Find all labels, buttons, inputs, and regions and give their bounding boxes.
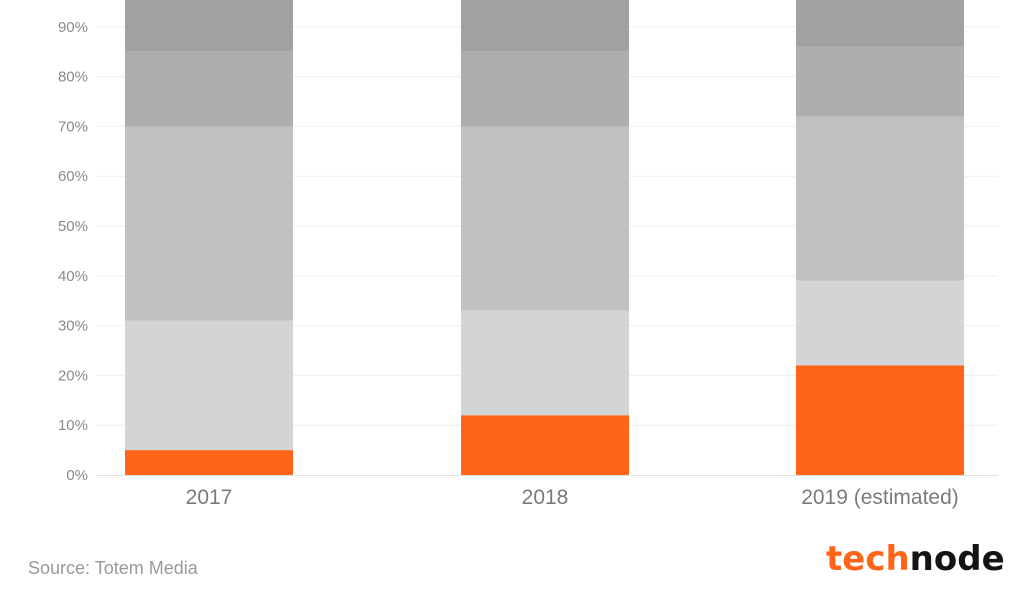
axes: 0% 10% 20% 30% 40% 50% 60% 70% 80% 90% 2017 2018 201… [58, 19, 998, 509]
y-tick-label: 0% [66, 467, 88, 484]
x-category-label: 2018 [522, 486, 569, 509]
logo-text-tech: tech [826, 539, 910, 579]
bars [125, 0, 964, 475]
source-note: Source: Totem Media [28, 558, 198, 578]
technode-logo: technode [826, 542, 1005, 576]
bar-segment-0-1 [125, 320, 293, 451]
bar-segment-2-1 [796, 280, 964, 366]
y-tick-label: 60% [58, 168, 88, 185]
y-tick-label: 20% [58, 367, 88, 384]
bar-segment-1-3 [461, 51, 629, 127]
y-tick-label: 10% [58, 417, 88, 434]
y-tick-label: 50% [58, 218, 88, 235]
bar-segment-2-3 [796, 46, 964, 117]
bar-segment-1-2 [461, 126, 629, 311]
bar-segment-0-3 [125, 51, 293, 127]
x-category-label: 2017 [186, 486, 233, 509]
bar-segment-1-1 [461, 310, 629, 416]
y-tick-label: 30% [58, 318, 88, 335]
y-tick-label: 90% [58, 19, 88, 36]
bar-segment-0-0 [125, 450, 293, 475]
bar-segment-0-4 [125, 0, 293, 52]
x-category-label: 2019 (estimated) [801, 486, 959, 509]
y-tick-label: 70% [58, 118, 88, 135]
bar-segment-1-4 [461, 0, 629, 52]
bar-segment-1-0 [461, 415, 629, 475]
y-tick-label: 80% [58, 69, 88, 86]
bar-segment-2-4 [796, 0, 964, 47]
bar-segment-2-0 [796, 365, 964, 475]
logo-text-node: node [909, 539, 1005, 579]
y-tick-label: 40% [58, 268, 88, 285]
bar-segment-2-2 [796, 116, 964, 281]
bar-segment-0-2 [125, 126, 293, 321]
